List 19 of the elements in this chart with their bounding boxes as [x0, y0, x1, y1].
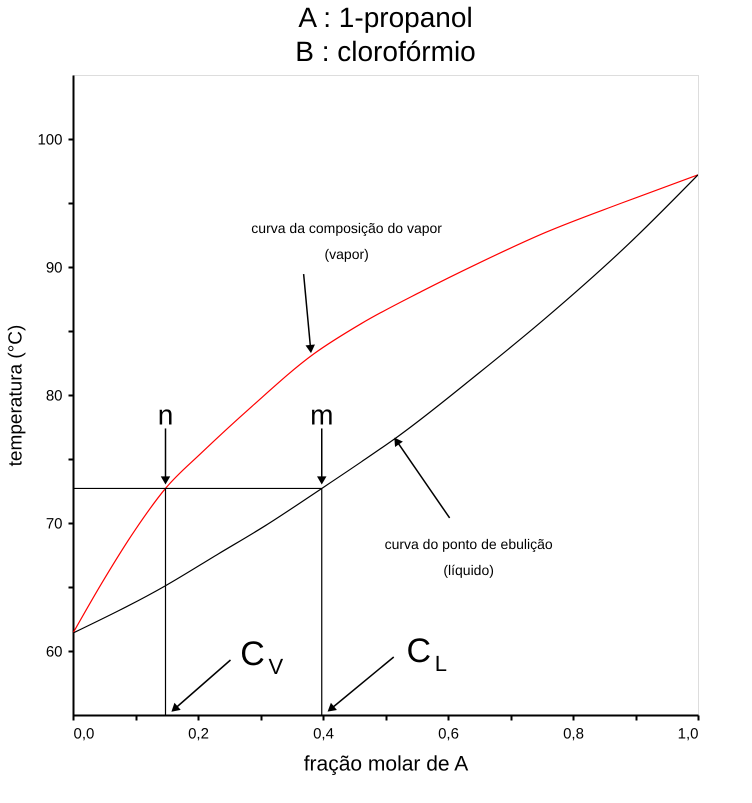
y-tick-label: 100: [37, 132, 62, 148]
x-tick-label: 1,0: [678, 726, 698, 742]
y-tick-label: 90: [46, 260, 62, 276]
annotation: m: [310, 399, 334, 430]
annotation: curva do ponto de ebulição (líquido): [384, 536, 553, 578]
x-tick-label: 0,4: [313, 726, 334, 742]
x-tick-label: 0,2: [188, 726, 209, 742]
x-tick-label: 0,0: [74, 726, 94, 742]
y-tick-label: 60: [46, 644, 62, 660]
x-tick-label: 0,6: [438, 726, 459, 742]
x-tick-label: 0,8: [563, 726, 584, 742]
x-axis-title: fração molar de A: [304, 752, 468, 776]
annotation: curva da composição do vapor (vapor): [251, 220, 442, 262]
y-tick-label: 80: [46, 388, 62, 404]
y-tick-label: 70: [46, 516, 62, 532]
chart-title: A : 1-propanol: [298, 2, 473, 33]
annotation: n: [158, 399, 174, 430]
y-axis-title: temperatura (°C): [5, 324, 26, 466]
chart-subtitle: B : clorofórmio: [295, 36, 476, 67]
